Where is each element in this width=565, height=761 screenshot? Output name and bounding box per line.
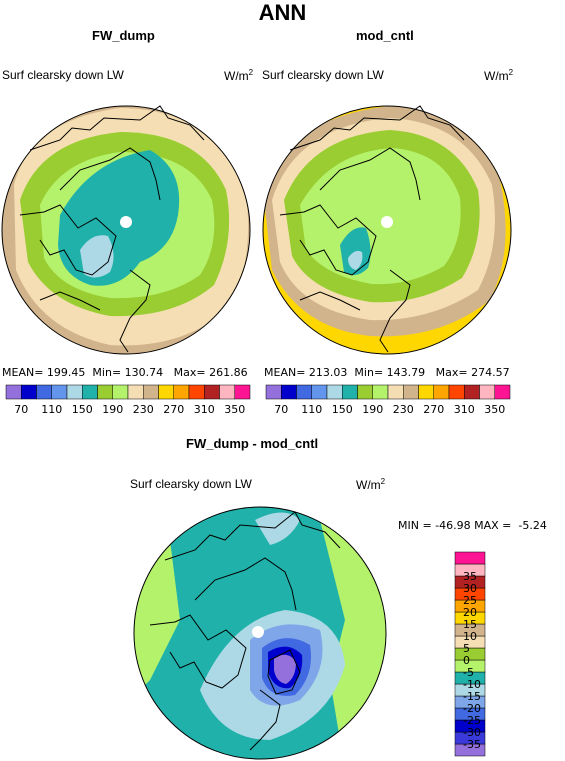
colorbar-tick-label: 310 xyxy=(194,403,215,416)
colorbar-swatch xyxy=(418,384,434,400)
colorbar-swatch xyxy=(127,384,144,400)
colorbar-tick-label: 230 xyxy=(393,403,414,416)
colorbar-swatch xyxy=(5,384,22,400)
colorbar-swatch xyxy=(97,384,113,400)
map3-purple xyxy=(274,654,296,684)
map1-outline xyxy=(1,105,251,355)
colorbar-tick-label: -30 xyxy=(463,726,481,739)
colorbar-swatch xyxy=(66,384,83,400)
colorbar-swatch xyxy=(494,384,511,400)
colorbar-swatch xyxy=(479,384,495,400)
colorbar-tick-label: -15 xyxy=(463,690,481,703)
panel-2-subtitle: Surf clearsky down LW xyxy=(262,68,384,82)
colorbar-swatch xyxy=(158,384,174,400)
colorbar-tick-label: 30 xyxy=(463,582,477,595)
colorbar-tick-label: -20 xyxy=(463,702,481,715)
colorbar-swatch xyxy=(281,384,297,400)
colorbar-panel-1: 70 110 150 190 230 270 310 350 xyxy=(5,384,251,416)
colorbar-tick-label: 20 xyxy=(463,606,477,619)
colorbar-swatch xyxy=(403,384,419,400)
colorbar-swatch xyxy=(326,384,343,400)
map-panel-2 xyxy=(263,106,511,354)
panel-1-units: W/m2 xyxy=(224,68,254,83)
panel-3-subtitle: Surf clearsky down LW xyxy=(130,477,252,491)
colorbar-swatch xyxy=(234,384,251,400)
colorbar-swatch xyxy=(448,384,465,400)
colorbar-tick-label: 25 xyxy=(463,594,477,607)
colorbar-swatch xyxy=(21,384,37,400)
map2-lightgreen xyxy=(300,148,461,285)
colorbar-tick-label: 110 xyxy=(41,403,62,416)
colorbar-tick-label: 110 xyxy=(301,403,322,416)
map3-outline xyxy=(133,506,387,760)
panel-3-units: W/m2 xyxy=(356,477,386,492)
colorbar-swatch xyxy=(51,384,68,400)
map2-outline xyxy=(262,105,512,355)
map3-lightblue-top xyxy=(255,512,300,545)
colorbar-swatch xyxy=(387,384,404,400)
colorbar-tick-label: 350 xyxy=(484,403,505,416)
map3-coastline xyxy=(149,511,341,751)
map2-pole xyxy=(381,216,393,228)
colorbar-tick-label: 190 xyxy=(102,403,123,416)
colorbar-swatch xyxy=(143,384,159,400)
colorbar-swatch xyxy=(464,384,480,400)
map1-coastline xyxy=(19,105,205,353)
colorbar-tick-label: 15 xyxy=(463,618,477,631)
colorbar-swatch xyxy=(296,384,312,400)
colorbar-tick-label: 0 xyxy=(463,654,470,667)
panel-1-title: FW_dump xyxy=(92,28,155,43)
colorbar-swatch xyxy=(219,384,235,400)
map1-pole xyxy=(120,216,132,228)
colorbar-tick-label: 150 xyxy=(72,403,93,416)
colorbar-tick-label: 270 xyxy=(163,403,184,416)
panel-1-stats: MEAN= 199.45 Min= 130.74 Max= 261.86 xyxy=(2,366,248,379)
colorbar-tick-label: -25 xyxy=(463,714,481,727)
colorbar-swatch xyxy=(342,384,358,400)
map3-pole xyxy=(252,626,264,638)
colorbar-tick-label: -5 xyxy=(463,666,474,679)
panel-2-stats: MEAN= 213.03 Min= 143.79 Max= 274.57 xyxy=(264,366,510,379)
colorbar-swatch xyxy=(454,551,486,565)
colorbar-swatch xyxy=(357,384,373,400)
map-panel-1 xyxy=(2,106,250,354)
map1-lightblue xyxy=(80,235,114,278)
colorbar-tick-label: 310 xyxy=(454,403,475,416)
panel-2-units: W/m2 xyxy=(484,68,514,83)
colorbar-swatch xyxy=(36,384,52,400)
colorbar-tick-label: 35 xyxy=(463,570,477,583)
colorbar-tick-label: 70 xyxy=(14,403,28,416)
map2-teal xyxy=(340,227,371,276)
colorbar-tick-label: 70 xyxy=(274,403,288,416)
colorbar-tick-label: 5 xyxy=(463,642,470,655)
colorbar-swatch xyxy=(454,647,486,661)
colorbar-tick-label: 270 xyxy=(423,403,444,416)
map2-coastline xyxy=(279,105,465,353)
panel-3-title: FW_dump - mod_cntl xyxy=(186,436,319,451)
panel-1-subtitle: Surf clearsky down LW xyxy=(2,68,124,82)
colorbar-swatch xyxy=(112,384,129,400)
panel-3-stats: MIN = -46.98 MAX = -5.24 xyxy=(398,519,547,532)
colorbar-tick-label: 230 xyxy=(133,403,154,416)
colorbar-swatch xyxy=(204,384,220,400)
colorbar-swatch xyxy=(188,384,205,400)
colorbar-tick-label: -35 xyxy=(463,738,481,751)
panel-2-title: mod_cntl xyxy=(356,28,414,43)
figure-title: ANN xyxy=(258,0,307,25)
colorbar-swatch xyxy=(433,384,450,400)
colorbar-tick-label: 350 xyxy=(224,403,245,416)
colorbar-tick-label: 190 xyxy=(362,403,383,416)
map2-lightblue xyxy=(348,250,363,270)
colorbar-tick-label: 150 xyxy=(332,403,353,416)
colorbar-tick-label: 10 xyxy=(463,630,477,643)
colorbar-tick-label: -10 xyxy=(463,678,481,691)
colorbar-swatch xyxy=(372,384,389,400)
colorbar-swatch xyxy=(82,384,98,400)
colorbar-swatch xyxy=(173,384,190,400)
colorbar-swatch xyxy=(311,384,328,400)
colorbar-panel-2: 70 110 150 190 230 270 310 350 xyxy=(265,384,511,416)
colorbar-swatch xyxy=(265,384,282,400)
